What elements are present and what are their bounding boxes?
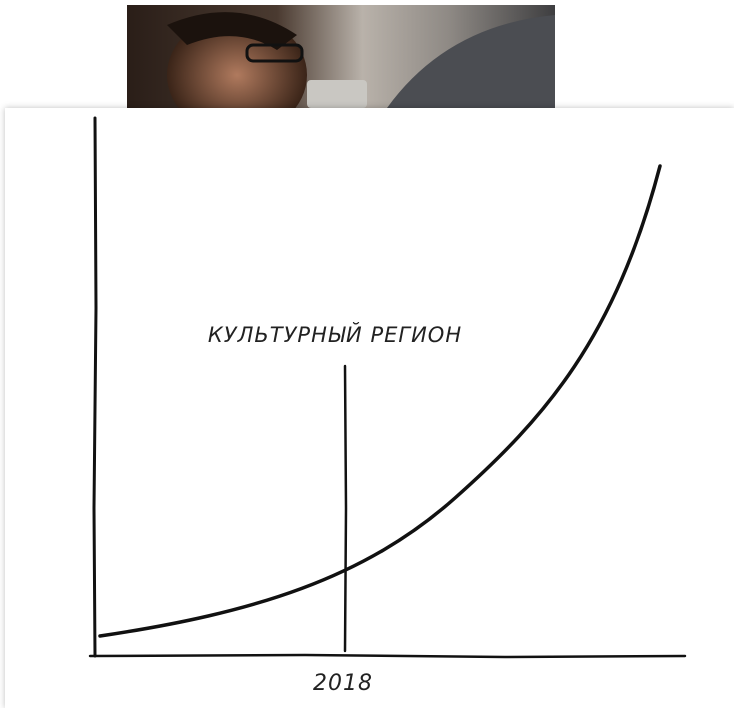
annotation: КУЛЬТУРНЫЙ РЕГИОН bbox=[208, 322, 462, 347]
growth-curve bbox=[100, 166, 660, 636]
x-axis bbox=[90, 655, 685, 657]
axis-label: 2018 bbox=[313, 671, 373, 696]
y-axis bbox=[94, 118, 96, 656]
marker-line bbox=[345, 366, 346, 651]
hand-drawn-chart: КУЛЬТУРНЫЙ РЕГИОН 2018 bbox=[5, 108, 734, 708]
page: КУЛЬТУРНЫЙ РЕГИОН 2018 (() => { const da… bbox=[0, 0, 734, 708]
header-photo bbox=[127, 5, 555, 108]
illustration-card: КУЛЬТУРНЫЙ РЕГИОН 2018 bbox=[5, 108, 734, 708]
